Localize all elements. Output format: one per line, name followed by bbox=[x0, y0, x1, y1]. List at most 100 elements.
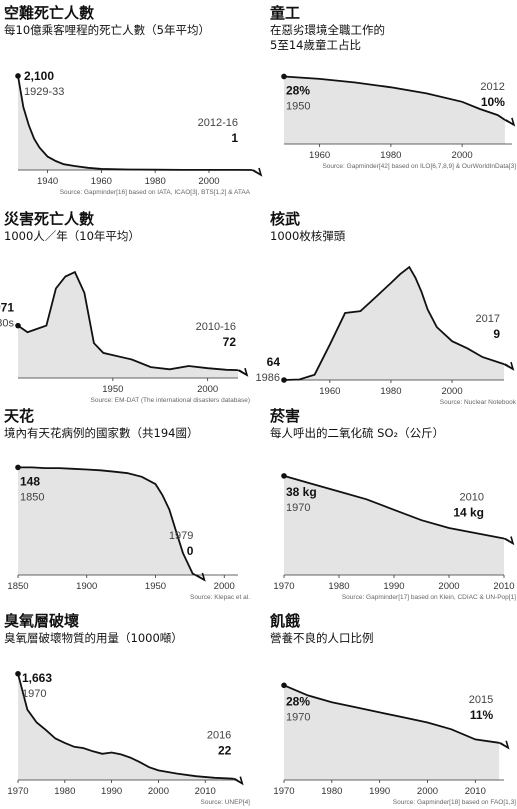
end-year-label: 2015 bbox=[469, 694, 493, 706]
end-arrow-line bbox=[237, 369, 248, 376]
end-year-label: 2017 bbox=[476, 313, 500, 325]
start-year-label: 1986 bbox=[256, 372, 280, 384]
x-tick-label: 1980 bbox=[328, 581, 349, 592]
end-arrow-line bbox=[232, 777, 243, 785]
x-tick-label: 1980 bbox=[54, 786, 75, 797]
start-point bbox=[15, 322, 21, 329]
panel-title: 童工 bbox=[270, 4, 301, 22]
area-fill bbox=[284, 76, 505, 144]
x-tick-label: 2000 bbox=[438, 581, 459, 592]
start-point bbox=[281, 473, 287, 479]
panel-subtitle: 營養不良的人口比例 bbox=[270, 631, 374, 646]
subtitle-line: 每人呼出的二氧化硫 SO₂（公斤） bbox=[270, 426, 445, 440]
panel-subtitle: 境內有天花病例的國家數（共194國） bbox=[4, 426, 198, 441]
x-tick-label: 1980 bbox=[380, 150, 401, 161]
x-tick-label: 2010 bbox=[465, 786, 486, 797]
end-arrow-line bbox=[503, 537, 514, 545]
chart-svg: 1970 1980 1990 2000 2010 1,663 1970 22 2016 Sourc… bbox=[7, 670, 251, 806]
end-year-label: 2010-16 bbox=[196, 321, 236, 333]
x-tick-label: 1960 bbox=[319, 386, 340, 397]
chart-panel-oil: 菸害 每人呼出的二氧化硫 SO₂（公斤） 1970 1980 1990 2000 2010 3… bbox=[268, 405, 517, 601]
start-point bbox=[281, 73, 287, 80]
start-point bbox=[281, 377, 287, 383]
x-tick-label: 1970 bbox=[7, 786, 28, 797]
area-fill bbox=[18, 673, 234, 780]
x-tick-label: 1970 bbox=[273, 786, 294, 797]
series-line bbox=[283, 265, 505, 381]
subtitle-line: 5至14歲童工占比 bbox=[270, 38, 361, 52]
chart-panel-ozone: 臭氧層破壞 臭氧層破壞物質的用量（1000噸） 1970 1980 1990 2000 20… bbox=[2, 610, 252, 806]
end-arrow-line bbox=[251, 169, 262, 176]
area-fill bbox=[284, 267, 504, 380]
x-tick-label: 1980 bbox=[321, 786, 342, 797]
start-point bbox=[15, 464, 21, 471]
chart-svg: 1940 1960 1980 2000 2,100 1929-33 1 2012-16 Sour… bbox=[15, 69, 263, 196]
x-tick-label: 1990 bbox=[369, 786, 390, 797]
start-year-label: 1970 bbox=[286, 711, 310, 723]
start-point bbox=[15, 73, 21, 79]
x-tick-label: 1960 bbox=[309, 150, 330, 161]
source-note: Source: Gapminder[42] based on ILO[6,7,8… bbox=[322, 163, 516, 170]
area-fill bbox=[284, 475, 504, 575]
start-point bbox=[15, 670, 21, 677]
series-line bbox=[283, 475, 505, 540]
start-year-label: 1930s bbox=[0, 318, 14, 330]
subtitle-line: 營養不良的人口比例 bbox=[270, 631, 374, 645]
chart-svg: 1960 1980 2000 64 1986 9 2017 Source: Nuclear N… bbox=[256, 265, 517, 406]
x-tick-label: 1980 bbox=[145, 176, 166, 187]
series-line bbox=[283, 684, 500, 744]
subtitle-line: 1000枚核彈頭 bbox=[270, 229, 346, 243]
start-value-label: 1,663 bbox=[22, 671, 52, 685]
end-arrow-line bbox=[194, 574, 205, 581]
start-value-label: 28% bbox=[286, 694, 310, 708]
start-year-label: 1929-33 bbox=[24, 86, 64, 98]
panel-title: 災害死亡人數 bbox=[4, 210, 95, 228]
area-fill bbox=[18, 76, 252, 170]
chart-svg: 1960 1980 2000 28% 1950 10% 2012 Source: Gapmin… bbox=[281, 73, 516, 170]
x-tick-label: 2010 bbox=[493, 581, 514, 592]
start-value-label: 28% bbox=[286, 83, 310, 97]
panel-subtitle: 1000人／年（10年平均） bbox=[4, 229, 140, 244]
series-line bbox=[18, 466, 196, 576]
end-year-label: 2012-16 bbox=[198, 117, 238, 129]
x-tick-label: 1960 bbox=[91, 176, 112, 187]
start-value-label: 2,100 bbox=[24, 69, 54, 83]
panel-subtitle: 1000枚核彈頭 bbox=[270, 229, 345, 244]
area-fill bbox=[18, 272, 238, 378]
x-tick-label: 1980 bbox=[380, 386, 401, 397]
chart-svg: 1950 2000 971 1930s 72 2010-16 Source: EM-DAT … bbox=[0, 270, 250, 404]
start-year-label: 1950 bbox=[286, 100, 310, 112]
chart-panel-child: 童工 在惡劣環境全職工作的 5至14歲童工占比 1960 1980 2000 28% 1950… bbox=[268, 2, 517, 192]
source-note: Source: Gapminder[18] based on FAO[1,3] bbox=[393, 799, 516, 806]
subtitle-line: 境內有天花病例的國家數（共194國） bbox=[4, 426, 199, 440]
source-note: Source: Gapminder[17] based on Klein, CD… bbox=[342, 594, 516, 601]
start-year-label: 1850 bbox=[20, 491, 44, 503]
chart-panel-smallpox: 天花 境內有天花病例的國家數（共194國） 1850 1900 1950 2000 148 1… bbox=[2, 405, 252, 601]
series-line bbox=[17, 75, 253, 171]
chart-svg: 1850 1900 1950 2000 148 1850 0 1979 Source: Klep… bbox=[7, 464, 250, 601]
panel-title: 空難死亡人數 bbox=[4, 4, 95, 22]
start-point bbox=[281, 682, 287, 689]
x-tick-label: 1950 bbox=[145, 581, 166, 592]
x-tick-label: 2000 bbox=[214, 581, 235, 592]
end-arrow-line bbox=[503, 363, 514, 370]
subtitle-line: 臭氧層破壞物質的用量（1000噸） bbox=[4, 631, 183, 645]
end-year-label: 2012 bbox=[480, 81, 504, 93]
chart-svg: 1970 1980 1990 2000 2010 28% 1970 11% 2015 Source… bbox=[273, 682, 516, 806]
source-note: Source: EM-DAT (The international disast… bbox=[91, 397, 250, 404]
end-value-label: 72 bbox=[223, 335, 237, 349]
end-value-label: 1 bbox=[231, 131, 238, 145]
source-note: Source: Nuclear Notebook bbox=[440, 399, 517, 406]
panel-title: 臭氧層破壞 bbox=[4, 612, 80, 630]
panel-title: 飢餓 bbox=[270, 612, 301, 630]
x-tick-label: 2010 bbox=[195, 786, 216, 797]
panel-subtitle: 在惡劣環境全職工作的 5至14歲童工占比 bbox=[270, 23, 385, 53]
source-note: Source: UNEP[4] bbox=[201, 799, 251, 806]
subtitle-line: 在惡劣環境全職工作的 bbox=[270, 23, 385, 37]
start-value-label: 38 kg bbox=[286, 485, 317, 499]
end-value-label: 14 kg bbox=[453, 505, 484, 519]
series-line bbox=[17, 270, 239, 371]
chart-panel-hunger: 飢餓 營養不良的人口比例 1970 1980 1990 2000 2010 28% 1970 11… bbox=[268, 610, 517, 806]
